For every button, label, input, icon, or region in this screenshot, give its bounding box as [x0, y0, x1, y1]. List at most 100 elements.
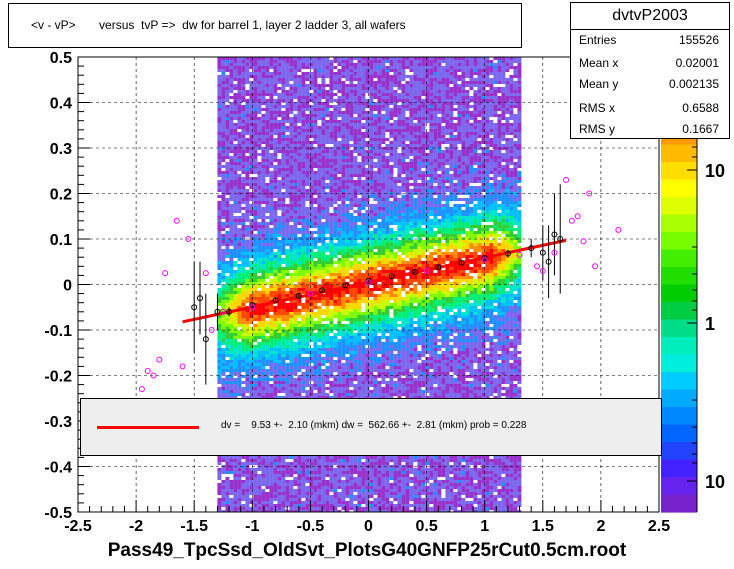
- heatmap-cell: [289, 180, 294, 183]
- heatmap-cell: [221, 372, 226, 375]
- heatmap-cell: [293, 177, 298, 180]
- heatmap-cell: [349, 66, 354, 69]
- heatmap-cell: [233, 486, 238, 489]
- heatmap-cell: [325, 360, 330, 363]
- heatmap-cell: [249, 501, 254, 504]
- heatmap-cell: [333, 393, 338, 396]
- heatmap-cell: [321, 87, 326, 90]
- heatmap-cell: [321, 222, 326, 225]
- heatmap-cell: [309, 96, 314, 99]
- heatmap-cell: [325, 219, 330, 222]
- heatmap-cell: [221, 207, 226, 210]
- heatmap-cell: [249, 342, 254, 345]
- heatmap-cell: [285, 318, 290, 321]
- heatmap-cell: [297, 474, 302, 477]
- heatmap-cell: [217, 165, 222, 168]
- heatmap-cell: [277, 378, 282, 381]
- heatmap-cell: [305, 360, 310, 363]
- heatmap-cell: [229, 384, 234, 387]
- heatmap-cell: [269, 492, 274, 495]
- heatmap-cell: [313, 384, 318, 387]
- heatmap-cell: [233, 318, 238, 321]
- heatmap-cell: [253, 357, 258, 360]
- heatmap-cell: [329, 105, 334, 108]
- heatmap-cell: [229, 195, 234, 198]
- heatmap-cell: [301, 210, 306, 213]
- heatmap-cell: [265, 87, 270, 90]
- heatmap-cell: [269, 306, 274, 309]
- heatmap-cell: [301, 339, 306, 342]
- heatmap-cell: [277, 318, 282, 321]
- heatmap-cell: [317, 459, 322, 462]
- heatmap-cell: [349, 57, 354, 60]
- heatmap-cell: [281, 375, 286, 378]
- heatmap-cell: [257, 366, 262, 369]
- heatmap-cell: [317, 165, 322, 168]
- heatmap-cell: [341, 84, 346, 87]
- heatmap-cell: [217, 102, 222, 105]
- heatmap-cell: [313, 177, 318, 180]
- heatmap-cell: [261, 231, 266, 234]
- heatmap-cell: [257, 174, 262, 177]
- heatmap-cell: [345, 93, 350, 96]
- heatmap-cell: [309, 165, 314, 168]
- heatmap-cell: [349, 495, 354, 498]
- heatmap-cell: [257, 270, 262, 273]
- heatmap-cell: [333, 180, 338, 183]
- heatmap-cell: [325, 270, 330, 273]
- heatmap-cell: [285, 93, 290, 96]
- heatmap-cell: [341, 189, 346, 192]
- heatmap-cell: [321, 456, 326, 459]
- heatmap-cell: [325, 207, 330, 210]
- heatmap-cell: [253, 135, 258, 138]
- heatmap-cell: [281, 288, 286, 291]
- heatmap-cell: [233, 315, 238, 318]
- heatmap-cell: [325, 249, 330, 252]
- heatmap-cell: [297, 279, 302, 282]
- heatmap-cell: [257, 99, 262, 102]
- heatmap-cell: [337, 234, 342, 237]
- heatmap-cell: [237, 114, 242, 117]
- heatmap-cell: [301, 162, 306, 165]
- heatmap-cell: [285, 174, 290, 177]
- heatmap-cell: [281, 111, 286, 114]
- heatmap-cell: [293, 234, 298, 237]
- heatmap-cell: [269, 63, 274, 66]
- heatmap-cell: [301, 93, 306, 96]
- heatmap-cell: [269, 213, 274, 216]
- heatmap-cell: [277, 201, 282, 204]
- heatmap-cell: [349, 102, 354, 105]
- heatmap-cell: [309, 87, 314, 90]
- heatmap-cell: [245, 336, 250, 339]
- heatmap-cell: [317, 357, 322, 360]
- heatmap-cell: [309, 198, 314, 201]
- heatmap-cell: [321, 297, 326, 300]
- heatmap-cell: [233, 228, 238, 231]
- heatmap-cell: [333, 324, 338, 327]
- heatmap-cell: [261, 318, 266, 321]
- heatmap-cell: [349, 261, 354, 264]
- heatmap-cell: [241, 81, 246, 84]
- heatmap-cell: [321, 150, 326, 153]
- heatmap-cell: [353, 150, 358, 153]
- heatmap-cell: [309, 63, 314, 66]
- heatmap-cell: [253, 198, 258, 201]
- heatmap-cell: [229, 498, 234, 501]
- heatmap-cell: [233, 471, 238, 474]
- heatmap-cell: [281, 141, 286, 144]
- heatmap-cell: [337, 198, 342, 201]
- heatmap-cell: [329, 387, 334, 390]
- heatmap-cell: [345, 342, 350, 345]
- heatmap-cell: [333, 375, 338, 378]
- heatmap-cell: [289, 483, 294, 486]
- heatmap-cell: [305, 285, 310, 288]
- heatmap-cell: [321, 279, 326, 282]
- heatmap-cell: [245, 489, 250, 492]
- heatmap-cell: [309, 204, 314, 207]
- heatmap-cell: [249, 378, 254, 381]
- heatmap-cell: [277, 315, 282, 318]
- heatmap-cell: [257, 162, 262, 165]
- heatmap-cell: [221, 255, 226, 258]
- heatmap-cell: [341, 354, 346, 357]
- heatmap-cell: [349, 237, 354, 240]
